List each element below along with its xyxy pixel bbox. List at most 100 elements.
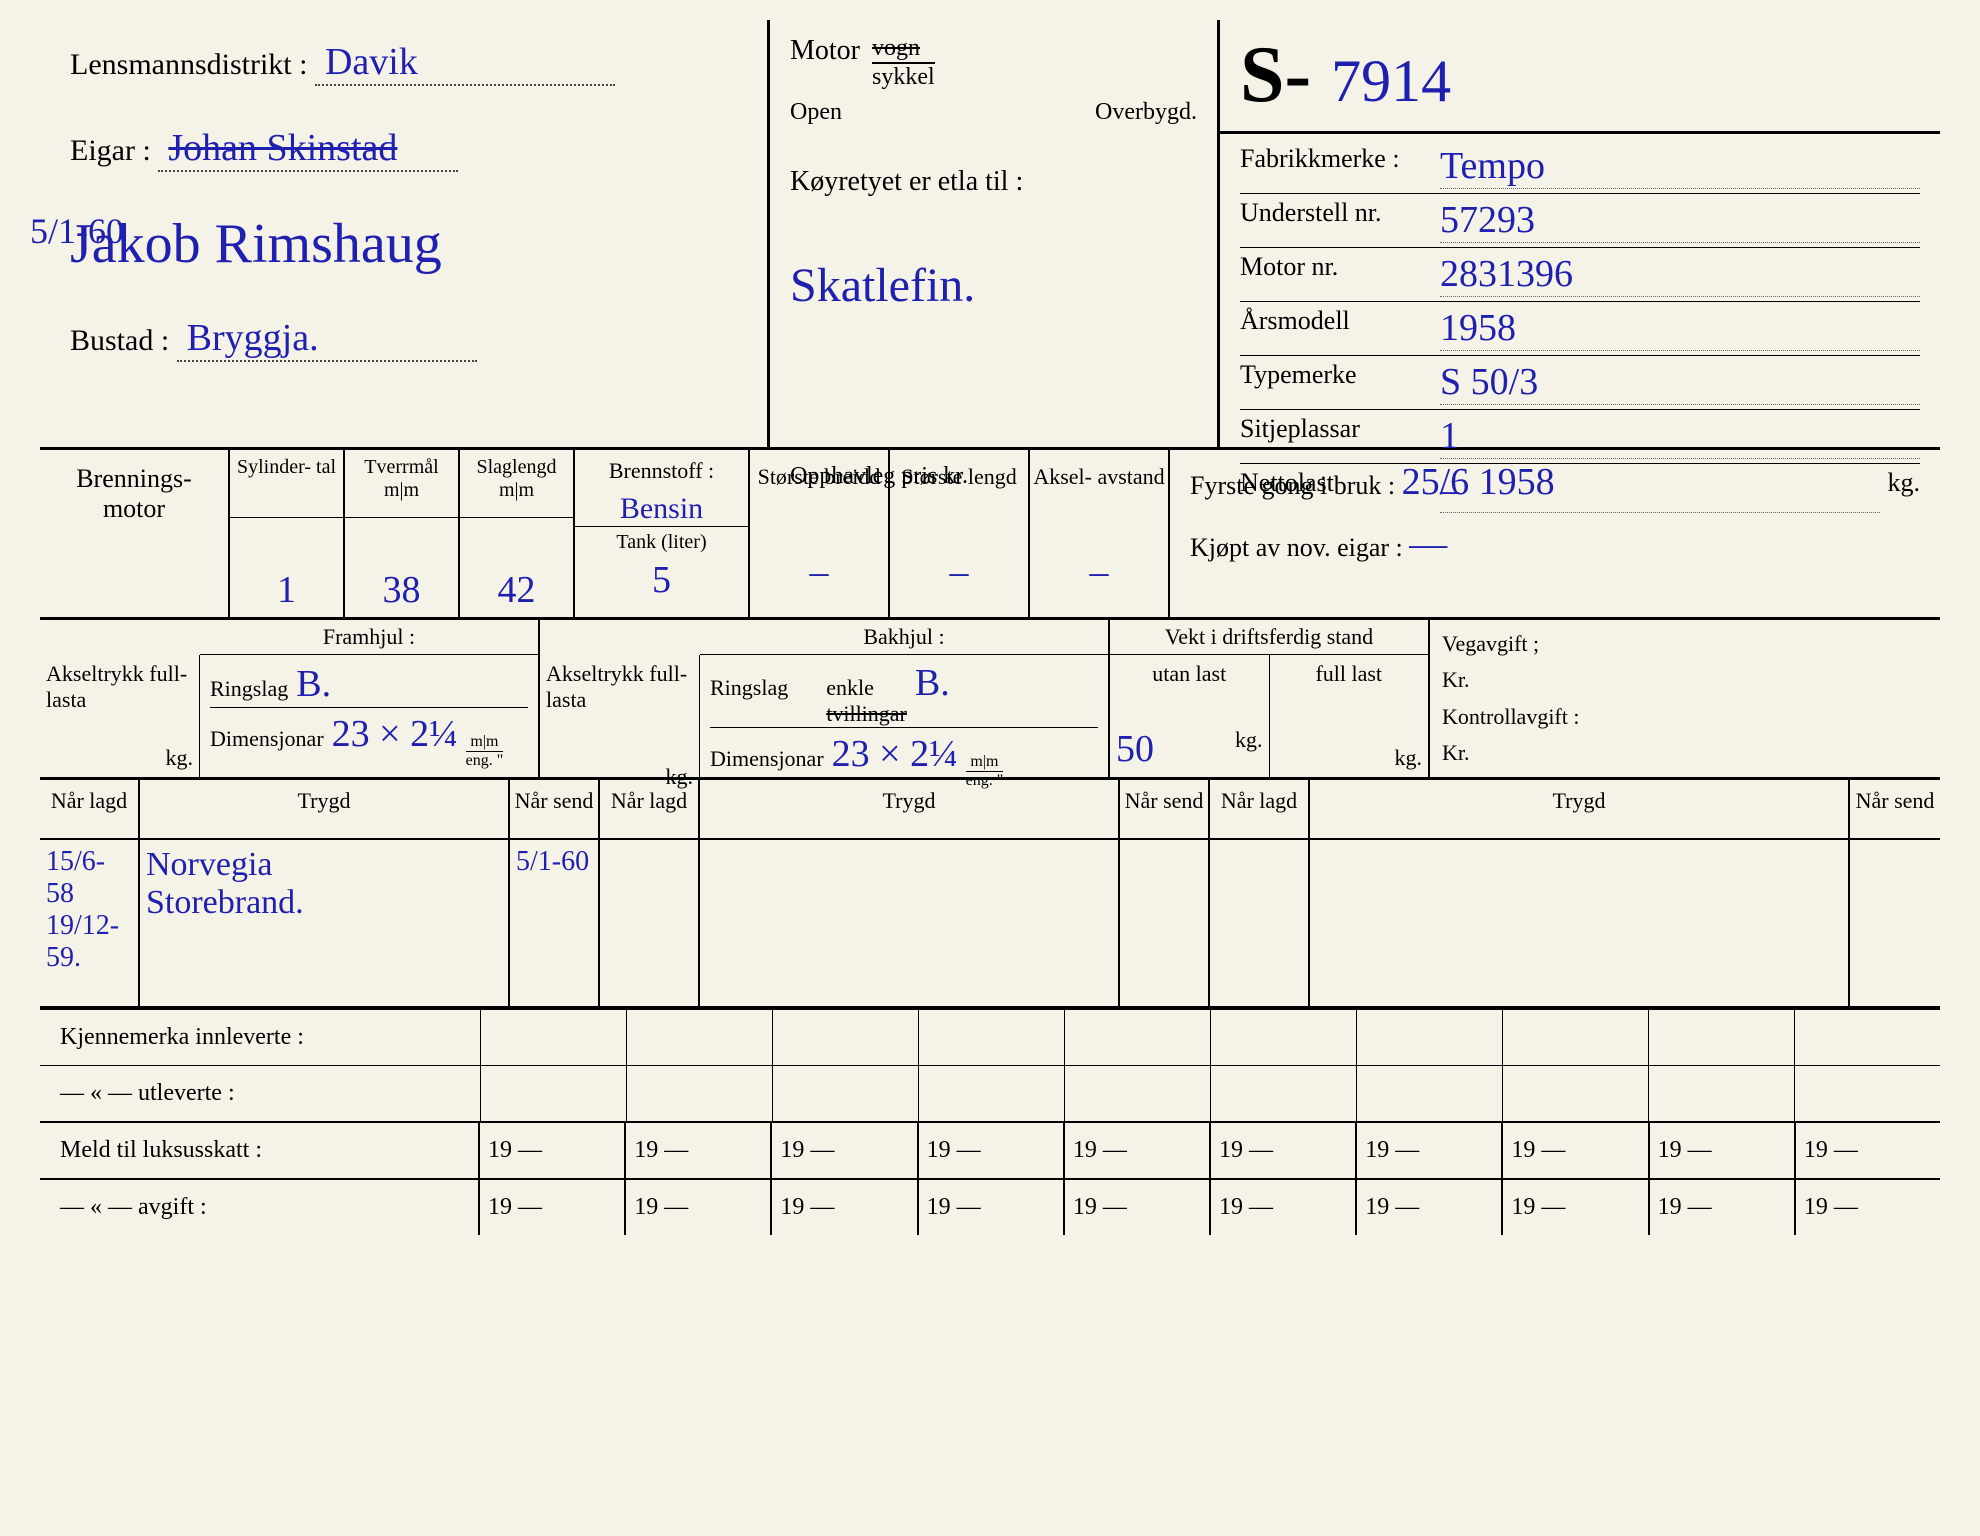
bredde-h: Største breidd bbox=[750, 464, 888, 490]
typemerke-k: Typemerke bbox=[1240, 360, 1440, 405]
kontroll-k: Kontrollavgift : bbox=[1442, 704, 1928, 730]
luksus-cell: 19 — bbox=[772, 1123, 918, 1178]
arsmodell-k: Årsmodell bbox=[1240, 306, 1440, 351]
lengd-h: Største lengd bbox=[890, 464, 1028, 490]
bustad-value: Bryggja. bbox=[177, 316, 477, 362]
owner-struck: Johan Skinstad bbox=[158, 126, 458, 172]
ins1-narlagd-h: Når lagd bbox=[40, 780, 138, 840]
fram-eng: eng. " bbox=[466, 752, 504, 770]
avgift-cell: 19 — bbox=[772, 1180, 918, 1235]
kjenne-inn: Kjennemerka innleverte : bbox=[40, 1010, 480, 1065]
fram-title: Framhjul : bbox=[200, 620, 538, 655]
engine-group-label: Brennings- motor bbox=[40, 450, 230, 617]
ins3-narlagd-h: Når lagd bbox=[1210, 780, 1308, 840]
slag-v: 42 bbox=[460, 518, 573, 612]
ins2-trygd-h: Trygd bbox=[700, 780, 1118, 840]
ins-r2-co: Storebrand. bbox=[146, 884, 502, 922]
top-mid-block: Motor vogn sykkel Open Overbygd. Køyrety… bbox=[770, 20, 1220, 447]
engine-band: Brennings- motor Sylinder- tal1 Tverrmål… bbox=[40, 450, 1940, 620]
luksus-cell: 19 — bbox=[1065, 1123, 1211, 1178]
veg-k: Vegavgift ; bbox=[1442, 631, 1928, 657]
ins1-trygd-h: Trygd bbox=[140, 780, 508, 840]
insurance-band: Når lagd 15/6-58 19/12-59. Trygd Norvegi… bbox=[40, 780, 1940, 1010]
fram-dim-v: 23 × 2¼ bbox=[332, 712, 458, 756]
luksus-cell: 19 — bbox=[1503, 1123, 1649, 1178]
ins2-narsend-h: Når send bbox=[1120, 780, 1208, 840]
avgift-label: — « — avgift : bbox=[40, 1180, 480, 1235]
weight-utan-k: utan last bbox=[1116, 661, 1263, 687]
luksus-cell: 19 — bbox=[1650, 1123, 1796, 1178]
tverr-v: 38 bbox=[345, 518, 458, 612]
syl-v: 1 bbox=[230, 518, 343, 612]
luksus-label: Meld til luksusskatt : bbox=[40, 1123, 480, 1178]
motornr-v: 2831396 bbox=[1440, 252, 1920, 297]
fabrikk-v: Tempo bbox=[1440, 144, 1920, 189]
ins-r1-co: Norvegia bbox=[146, 846, 502, 884]
kjopt-k: Kjøpt av nov. eigar : bbox=[1190, 533, 1403, 562]
overbygd-label: Overbygd. bbox=[1095, 99, 1197, 126]
avgift-cell: 19 — bbox=[1357, 1180, 1503, 1235]
typemerke-v: S 50/3 bbox=[1440, 360, 1920, 405]
weight-block: Vekt i driftsferdig stand utan last 50 k… bbox=[1110, 620, 1430, 777]
ins1-narsend-h: Når send bbox=[510, 780, 598, 840]
tax-band: Meld til luksusskatt : 19 — 19 — 19 — 19… bbox=[40, 1123, 1940, 1235]
tverr-h: Tverrmål m|m bbox=[345, 450, 458, 518]
ins3-narsend-h: Når send bbox=[1850, 780, 1940, 840]
fram-dim-k: Dimensjonar bbox=[210, 726, 324, 752]
fyrste-v: 25/6 1958 bbox=[1402, 461, 1555, 503]
weight-full-kg: kg. bbox=[1395, 745, 1423, 771]
owner-current: Jakob Rimshaug bbox=[70, 213, 442, 275]
reg-prefix: S- bbox=[1240, 30, 1311, 121]
bustad-label: Bustad : bbox=[70, 324, 169, 357]
bak-tvillingar: tvillingar bbox=[826, 701, 907, 726]
ins-r1-send: 5/1-60 bbox=[510, 840, 598, 884]
fram-ringslag-v: B. bbox=[296, 662, 331, 706]
bak-dim-v: 23 × 2¼ bbox=[832, 732, 958, 776]
bak-enkle: enkle bbox=[826, 675, 874, 700]
fram-kg: kg. bbox=[46, 745, 193, 771]
district-value: Davik bbox=[315, 40, 615, 86]
aksel-h: Aksel- avstand bbox=[1030, 464, 1168, 490]
kjopt-v: — bbox=[1409, 523, 1447, 565]
bak-ringslag-v: B. bbox=[915, 661, 950, 705]
etla-value: Skatlefin. bbox=[790, 258, 1197, 313]
open-label: Open bbox=[790, 99, 842, 126]
bak-dim-k: Dimensjonar bbox=[710, 746, 824, 772]
front-wheel-block: Framhjul : Akseltrykk full-lasta kg. Rin… bbox=[40, 620, 540, 777]
syl-h: Sylinder- tal bbox=[230, 450, 343, 518]
fram-ringslag-k: Ringslag bbox=[210, 676, 288, 702]
ins2-narlagd-h: Når lagd bbox=[600, 780, 698, 840]
registration-card: 5/1-60 Lensmannsdistrikt : Davik Eigar :… bbox=[40, 20, 1940, 1235]
luksus-cell: 19 — bbox=[1357, 1123, 1503, 1178]
tank-h: Tank (liter) bbox=[575, 526, 748, 558]
avgift-cell: 19 — bbox=[1796, 1180, 1940, 1235]
motor-vogn-struck: vogn bbox=[872, 35, 935, 64]
slag-h: Slaglengd m|m bbox=[460, 450, 573, 518]
bak-title: Bakhjul : bbox=[700, 620, 1108, 655]
luksus-cells: 19 — 19 — 19 — 19 — 19 — 19 — 19 — 19 — … bbox=[480, 1123, 1940, 1178]
weight-full-k: full last bbox=[1276, 661, 1423, 687]
top-row: Lensmannsdistrikt : Davik Eigar : Johan … bbox=[40, 20, 1940, 450]
fee-block: Vegavgift ; Kr. Kontrollavgift : Kr. bbox=[1430, 620, 1940, 777]
understell-k: Understell nr. bbox=[1240, 198, 1440, 243]
avgift-cells: 19 — 19 — 19 — 19 — 19 — 19 — 19 — 19 — … bbox=[480, 1180, 1940, 1235]
veg-kr: Kr. bbox=[1442, 667, 1928, 693]
avgift-cell: 19 — bbox=[1503, 1180, 1649, 1235]
luksus-cell: 19 — bbox=[1211, 1123, 1357, 1178]
wheels-band: Framhjul : Akseltrykk full-lasta kg. Rin… bbox=[40, 620, 1940, 780]
bak-ringslag-k: Ringslag bbox=[710, 675, 788, 701]
fabrikk-k: Fabrikkmerke : bbox=[1240, 144, 1440, 189]
owner-change-date: 5/1-60 bbox=[30, 210, 124, 252]
lengd-v: – bbox=[890, 550, 1028, 594]
luksus-cell: 19 — bbox=[1796, 1123, 1940, 1178]
weight-utan-kg: kg. bbox=[1235, 727, 1263, 753]
fram-mm: m|m bbox=[466, 733, 504, 752]
avgift-cell: 19 — bbox=[1650, 1180, 1796, 1235]
motornr-k: Motor nr. bbox=[1240, 252, 1440, 297]
bredde-v: – bbox=[750, 550, 888, 594]
bak-aksel-label: Akseltrykk full-lasta bbox=[546, 661, 693, 713]
ins-r2-date: 19/12-59. bbox=[46, 910, 132, 974]
avgift-cell: 19 — bbox=[1211, 1180, 1357, 1235]
kontroll-kr: Kr. bbox=[1442, 740, 1928, 766]
weight-title: Vekt i driftsferdig stand bbox=[1110, 620, 1428, 655]
